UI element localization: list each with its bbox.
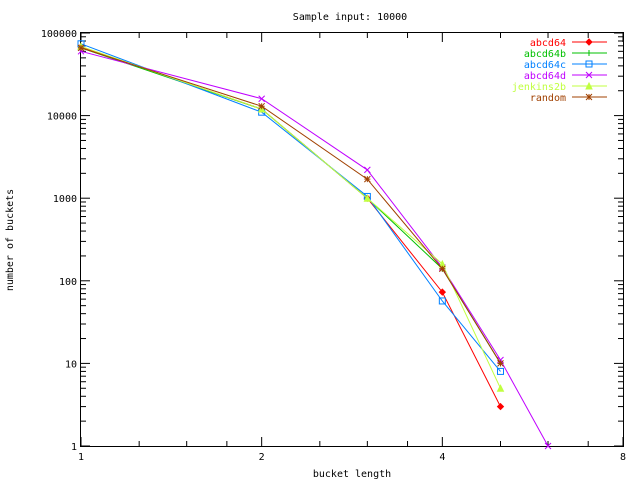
- series-jenkins2b: [77, 42, 505, 392]
- point: [496, 384, 505, 392]
- point: [496, 367, 504, 375]
- legend-label: random: [530, 93, 566, 104]
- point: [586, 50, 592, 56]
- series-random: [77, 44, 504, 367]
- legend-label: abcd64c: [524, 60, 566, 71]
- x-tick-label: 2: [259, 452, 265, 463]
- series-line: [80, 50, 549, 447]
- legend-label: abcd64b: [524, 49, 566, 60]
- point: [585, 81, 593, 90]
- point: [585, 71, 593, 79]
- legend-item: abcd64c: [524, 60, 607, 71]
- chart-title: Sample input: 10000: [293, 12, 407, 23]
- point: [544, 442, 552, 450]
- point: [497, 360, 504, 367]
- legend-label: abcd64: [530, 38, 566, 49]
- y-tick-label: 1: [71, 442, 77, 453]
- series-abcd64d: [77, 47, 552, 450]
- legend: abcd64abcd64babcd64cabcd64djenkins2brand…: [512, 38, 607, 104]
- point: [363, 175, 371, 183]
- point: [585, 38, 593, 46]
- y-tick-label: 10: [65, 359, 77, 370]
- series-abcd64b: [78, 44, 504, 367]
- series-line: [80, 43, 501, 372]
- point: [496, 402, 505, 411]
- point: [363, 166, 371, 174]
- series-line: [80, 46, 501, 407]
- point: [438, 288, 447, 296]
- y-tick-label: 100000: [41, 29, 77, 40]
- x-tick-label: 8: [620, 452, 626, 463]
- legend-item: jenkins2b: [512, 81, 607, 93]
- point: [363, 194, 372, 202]
- legend-label: abcd64d: [524, 71, 566, 82]
- y-tick-label: 100: [59, 277, 77, 288]
- series-line: [80, 45, 501, 389]
- legend-item: random: [530, 93, 607, 104]
- x-axis: 1 2 4 8: [78, 33, 626, 463]
- y-tick-label: 10000: [47, 112, 77, 123]
- y-tick-label: 1000: [53, 194, 77, 205]
- point: [77, 44, 85, 52]
- point: [585, 93, 593, 101]
- series-abcd64c: [77, 40, 504, 375]
- legend-label: jenkins2b: [512, 82, 566, 93]
- series-abcd64: [77, 43, 505, 411]
- series-line: [80, 47, 501, 364]
- point: [258, 95, 266, 103]
- x-tick-label: 1: [78, 452, 84, 463]
- series-line: [80, 47, 501, 364]
- series-layer: [77, 40, 552, 450]
- legend-item: abcd64b: [524, 49, 607, 60]
- point: [438, 297, 446, 305]
- y-axis: 1 10 100 1000 10000 100000: [41, 29, 623, 453]
- plot-frame: [80, 32, 624, 447]
- legend-item: abcd64: [530, 38, 607, 49]
- legend-item: abcd64d: [524, 71, 607, 82]
- y-axis-label: number of buckets: [5, 189, 16, 291]
- point: [438, 265, 446, 273]
- x-tick-label: 4: [439, 452, 445, 463]
- point: [585, 60, 593, 68]
- point: [258, 102, 266, 110]
- x-axis-label: bucket length: [313, 469, 391, 480]
